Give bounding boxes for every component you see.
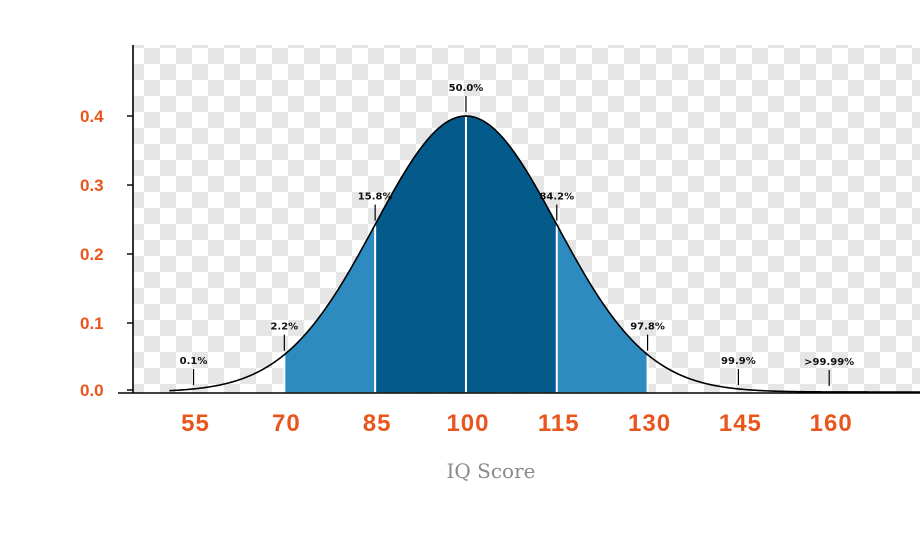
band-dividers	[283, 117, 649, 392]
x-tick-label: 70	[272, 410, 301, 437]
x-tick-label: 85	[363, 410, 392, 437]
cumulative-label: 99.9%	[721, 356, 756, 367]
cumulative-label: >99.99%	[804, 357, 854, 368]
y-tick-label: 0.0	[80, 381, 104, 400]
y-tick-label: 0.3	[80, 176, 104, 195]
cumulative-label: 84.2%	[539, 192, 574, 203]
bell-curve	[169, 115, 920, 393]
x-tick-label: 130	[628, 410, 671, 437]
cumulative-label: 15.8%	[358, 192, 393, 203]
x-tick-label: 160	[810, 410, 853, 437]
x-tick-label: 100	[446, 410, 489, 437]
y-tick-label: 0.2	[80, 245, 104, 264]
y-tick-label: 0.4	[80, 107, 104, 126]
cumulative-label: 97.8%	[630, 322, 665, 333]
x-axis-label: IQ Score	[447, 459, 536, 483]
x-tick-label: 145	[719, 410, 762, 437]
x-ticks: 55 70 85 100 115 130 145 160	[181, 410, 853, 437]
y-ticks: 0.0 0.1 0.2 0.3 0.4	[80, 107, 133, 400]
y-tick-label: 0.1	[80, 314, 104, 333]
cumulative-label: 2.2%	[270, 322, 298, 333]
cumulative-label: 50.0%	[449, 83, 484, 94]
x-tick-label: 115	[538, 410, 580, 437]
x-tick-label: 55	[181, 410, 210, 437]
cumulative-label: 0.1%	[180, 356, 208, 367]
cumulative-labels: 0.1% 2.2% 15.8% 50.0% 84.2% 97.8% 99.9% >99.99%	[180, 83, 854, 386]
